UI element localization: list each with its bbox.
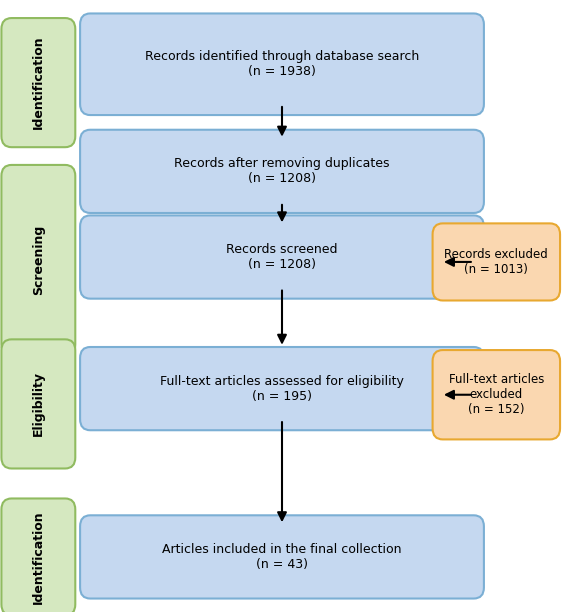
- FancyBboxPatch shape: [80, 13, 484, 115]
- Text: Records screened
(n = 1208): Records screened (n = 1208): [226, 243, 338, 271]
- Text: Articles included in the final collection
(n = 43): Articles included in the final collectio…: [162, 543, 402, 571]
- Text: Records identified through database search
(n = 1938): Records identified through database sear…: [145, 50, 419, 78]
- Text: Identification: Identification: [32, 36, 45, 129]
- FancyBboxPatch shape: [2, 165, 76, 355]
- Text: Identification: Identification: [32, 510, 45, 603]
- Text: Eligibility: Eligibility: [32, 371, 45, 436]
- FancyBboxPatch shape: [2, 498, 76, 612]
- Text: Records excluded
(n = 1013): Records excluded (n = 1013): [444, 248, 548, 276]
- Text: Records after removing duplicates
(n = 1208): Records after removing duplicates (n = 1…: [174, 157, 390, 185]
- FancyBboxPatch shape: [2, 18, 76, 147]
- Text: Screening: Screening: [32, 225, 45, 295]
- FancyBboxPatch shape: [80, 515, 484, 599]
- FancyBboxPatch shape: [433, 350, 560, 439]
- FancyBboxPatch shape: [2, 339, 76, 469]
- Text: Full-text articles assessed for eligibility
(n = 195): Full-text articles assessed for eligibil…: [160, 375, 404, 403]
- FancyBboxPatch shape: [80, 130, 484, 213]
- Text: Full-text articles
excluded
(n = 152): Full-text articles excluded (n = 152): [448, 373, 544, 416]
- FancyBboxPatch shape: [80, 215, 484, 299]
- FancyBboxPatch shape: [433, 223, 560, 300]
- FancyBboxPatch shape: [80, 347, 484, 430]
